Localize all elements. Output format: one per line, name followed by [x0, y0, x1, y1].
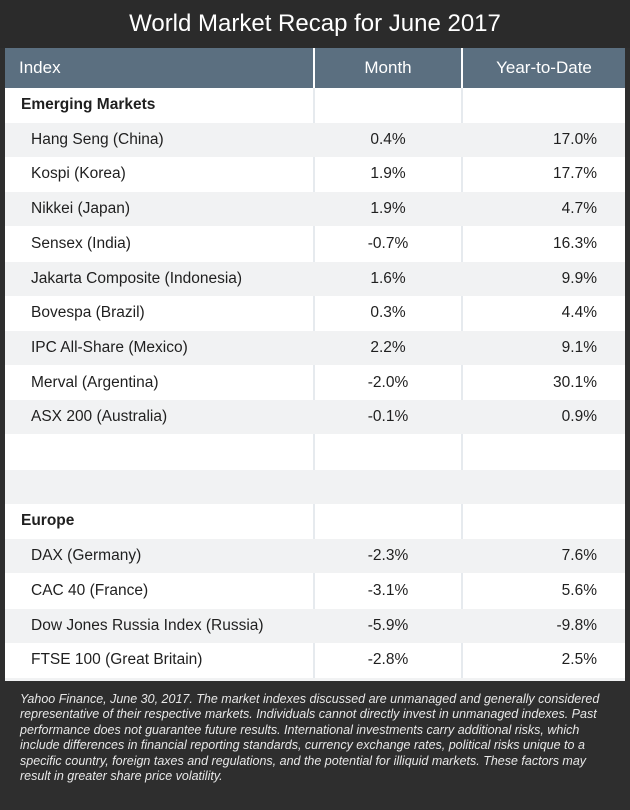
index-name: Sensex (India): [31, 234, 131, 252]
table-row: FTSE 100 (Great Britain) -2.8% 2.5%: [5, 643, 625, 677]
month-value: -0.7%: [367, 234, 409, 252]
ytd-value: 5.6%: [561, 581, 597, 599]
index-name: Jakarta Composite (Indonesia): [31, 269, 243, 287]
index-name: FTSE 100 (Great Britain): [31, 651, 203, 669]
index-name: ASX 200 (Australia): [31, 408, 168, 426]
section-heading: Europe: [5, 504, 625, 538]
table-header: Index Month Year-to-Date: [5, 48, 625, 88]
table-row: Sensex (India) -0.7% 16.3%: [5, 227, 625, 261]
header-divider: [313, 48, 315, 88]
section-heading: Emerging Markets: [5, 88, 625, 122]
ytd-value: 4.7%: [561, 200, 597, 218]
header-divider: [461, 48, 463, 88]
table-row: Bovespa (Brazil) 0.3% 4.4%: [5, 296, 625, 330]
section-title: Europe: [21, 512, 75, 530]
section-title: Emerging Markets: [21, 96, 156, 113]
month-value: 0.3%: [370, 304, 406, 322]
index-name: Merval (Argentina): [31, 373, 159, 391]
ytd-value: 30.1%: [553, 373, 597, 391]
ytd-value: 9.1%: [561, 338, 597, 356]
ytd-value: 4.4%: [561, 304, 597, 322]
month-value: -0.1%: [367, 408, 409, 426]
ytd-value: 16.3%: [553, 234, 597, 252]
table-row: Nikkei (Japan) 1.9% 4.7%: [5, 192, 625, 227]
index-name: Kospi (Korea): [31, 165, 126, 183]
header-month: Month: [364, 58, 412, 77]
ytd-value: 0.9%: [561, 408, 597, 426]
month-value: 2.2%: [370, 338, 406, 356]
footnote: Yahoo Finance, June 30, 2017. The market…: [20, 692, 600, 784]
page-title: World Market Recap for June 2017: [0, 0, 630, 48]
spacer-row: [5, 435, 625, 469]
index-name: DAX (Germany): [31, 547, 142, 565]
table-row: DAX (Germany) -2.3% 7.6%: [5, 539, 625, 574]
header-ytd: Year-to-Date: [496, 58, 592, 77]
month-value: 1.9%: [370, 165, 406, 183]
spacer-row: [5, 469, 625, 504]
month-value: -2.8%: [367, 651, 409, 669]
month-value: -5.9%: [367, 616, 409, 634]
index-name: IPC All-Share (Mexico): [31, 338, 188, 356]
month-value: 1.9%: [370, 200, 406, 218]
market-table: Index Month Year-to-Date Emerging Market…: [5, 48, 625, 681]
ytd-value: 2.5%: [561, 651, 597, 669]
index-name: Dow Jones Russia Index (Russia): [31, 616, 264, 634]
ytd-value: 9.9%: [561, 269, 597, 287]
table-row: Kospi (Korea) 1.9% 17.7%: [5, 157, 625, 191]
table-row: CAC 40 (France) -3.1% 5.6%: [5, 574, 625, 608]
index-name: Bovespa (Brazil): [31, 304, 145, 322]
table-row: Dow Jones Russia Index (Russia) -5.9% -9.8…: [5, 608, 625, 643]
table-row: IPC All-Share (Mexico) 2.2% 9.1%: [5, 330, 625, 365]
header-index: Index: [19, 58, 61, 77]
month-value: -2.3%: [367, 547, 409, 565]
month-value: -3.1%: [367, 581, 409, 599]
month-value: 0.4%: [370, 130, 406, 148]
table-row: Jakarta Composite (Indonesia) 1.6% 9.9%: [5, 261, 625, 296]
index-name: Hang Seng (China): [31, 130, 164, 148]
table-row: Merval (Argentina) -2.0% 30.1%: [5, 366, 625, 400]
ytd-value: 17.0%: [553, 130, 597, 148]
index-name: CAC 40 (France): [31, 581, 149, 599]
index-name: Nikkei (Japan): [31, 200, 131, 218]
month-value: -2.0%: [367, 373, 409, 391]
ytd-value: 17.7%: [553, 165, 597, 183]
month-value: 1.6%: [370, 269, 406, 287]
ytd-value: 7.6%: [561, 547, 597, 565]
ytd-value: -9.8%: [556, 616, 598, 634]
spacer-row: [5, 677, 625, 681]
table-row: ASX 200 (Australia) -0.1% 0.9%: [5, 400, 625, 435]
table-row: Hang Seng (China) 0.4% 17.0%: [5, 122, 625, 157]
